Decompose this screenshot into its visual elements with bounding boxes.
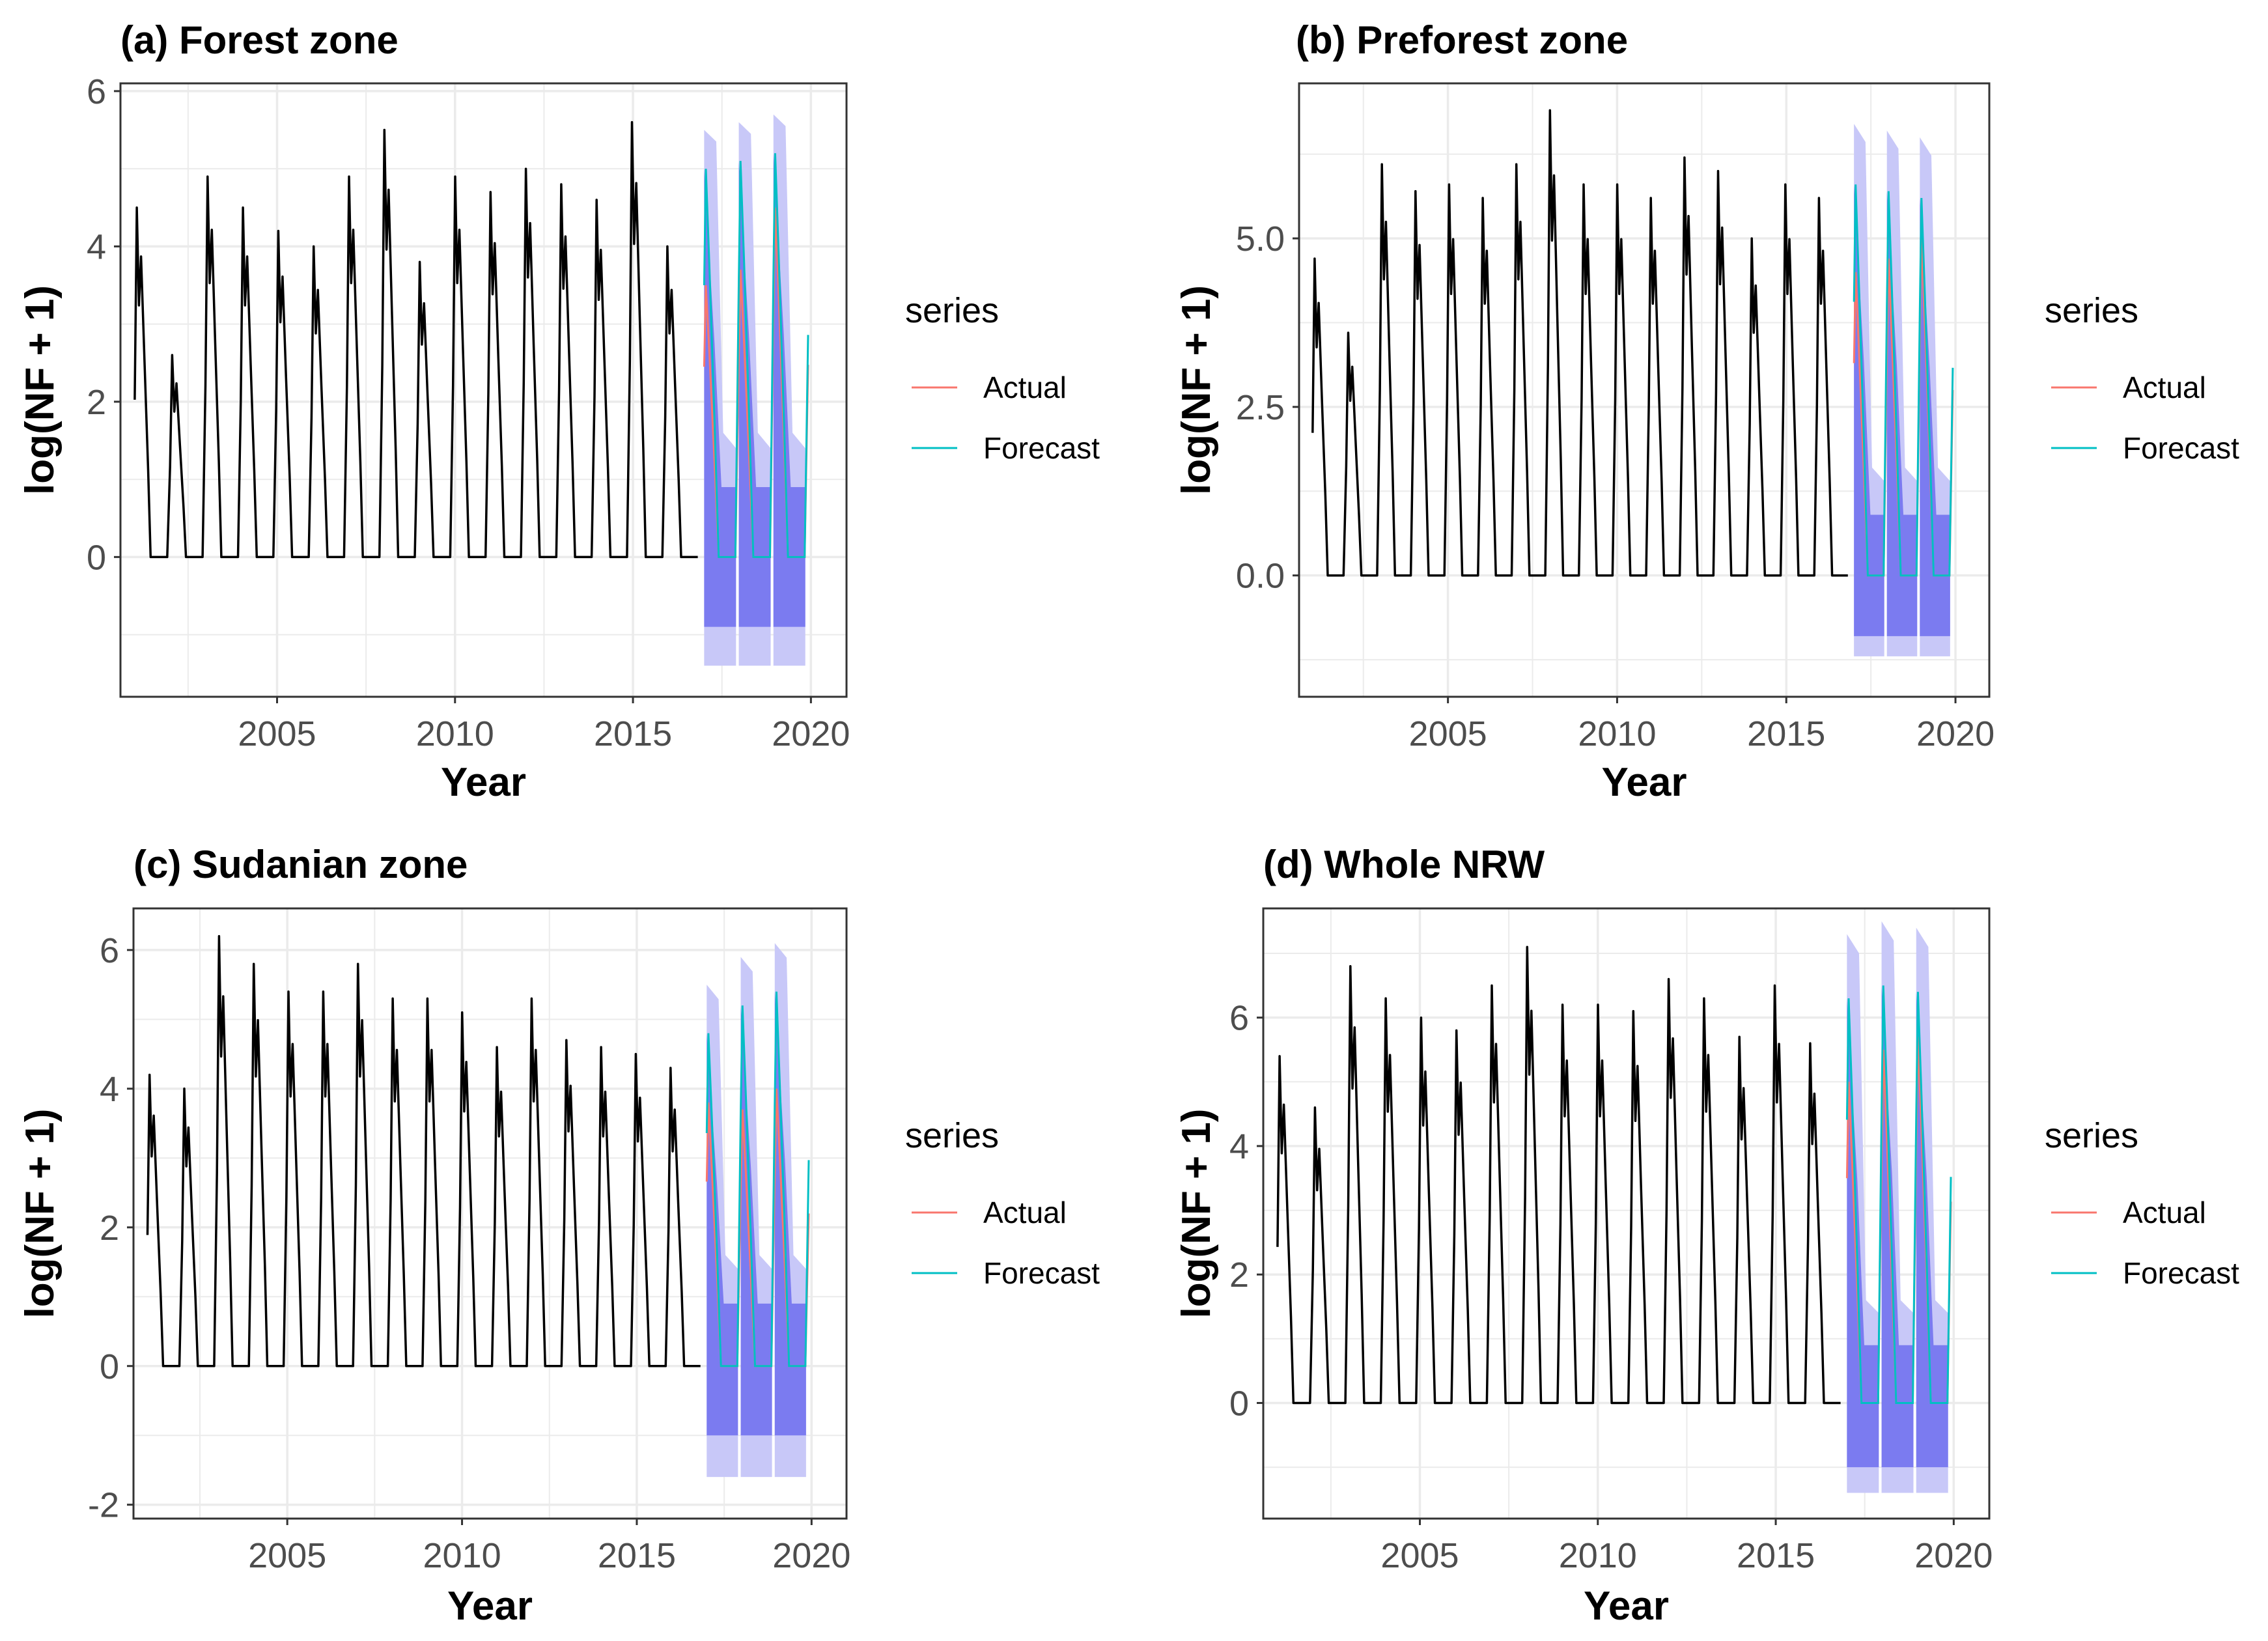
interval-80 xyxy=(773,153,805,627)
interval-80 xyxy=(1886,191,1918,636)
panel-title: (b) Preforest zone xyxy=(1296,18,1628,62)
y-tick-label: 5.0 xyxy=(1236,219,1285,259)
legend-title: series xyxy=(2045,291,2138,330)
panel-border xyxy=(132,907,848,1520)
y-tick-label: 2 xyxy=(87,383,106,422)
x-axis-title: Year xyxy=(1584,1584,1669,1629)
panel-title: (a) Forest zone xyxy=(120,18,399,62)
panel-border xyxy=(1262,907,1991,1520)
interval-80 xyxy=(1881,985,1914,1468)
x-tick-label: 2015 xyxy=(594,714,672,753)
series-forecast xyxy=(703,153,809,558)
panel-border xyxy=(119,82,848,698)
x-tick-label: 2020 xyxy=(772,1536,850,1575)
y-tick-label: 0.0 xyxy=(1236,557,1285,596)
y-axis-title: log(NF + 1) xyxy=(1174,1108,1219,1318)
y-tick-label: 0 xyxy=(87,538,106,577)
panel-4: 2005 2010 2015 2020 0 2 4 6 (d) Whole NRW Year log… xyxy=(1174,843,2239,1629)
x-axis-title: Year xyxy=(1601,760,1687,805)
y-tick-label: 6 xyxy=(100,931,119,970)
x-tick-label: 2020 xyxy=(1916,714,1995,753)
y-tick-label: -2 xyxy=(88,1486,119,1525)
y-tick-label: 2 xyxy=(1229,1255,1249,1295)
legend-label-actual: Actual xyxy=(2123,1196,2206,1229)
interval-80 xyxy=(738,161,771,627)
series-history xyxy=(1311,109,1848,577)
x-tick-label: 2015 xyxy=(1747,714,1825,753)
panel-3: 2005 2010 2015 2020 -2 0 2 4 6 (c) Sudanian zone Y… xyxy=(18,843,1100,1629)
x-tick-label: 2005 xyxy=(238,714,316,753)
legend-title: series xyxy=(905,291,999,330)
y-tick-label: 6 xyxy=(1229,999,1249,1038)
interval-80 xyxy=(1854,184,1884,636)
series-history xyxy=(146,934,701,1368)
legend-label-actual: Actual xyxy=(2123,371,2206,404)
interval-80 xyxy=(774,991,806,1436)
x-axis-title: Year xyxy=(447,1584,533,1629)
legend-label-forecast: Forecast xyxy=(2123,431,2239,465)
x-tick-label: 2005 xyxy=(1409,714,1487,753)
y-tick-label: 4 xyxy=(1229,1127,1249,1166)
series-forecast xyxy=(705,991,810,1368)
x-tick-label: 2005 xyxy=(248,1536,326,1575)
x-tick-label: 2005 xyxy=(1380,1536,1459,1575)
panel-border xyxy=(1298,82,1991,698)
legend: series Actual Forecast xyxy=(2045,1116,2239,1290)
x-axis-title: Year xyxy=(441,760,526,805)
interval-80 xyxy=(707,1033,738,1436)
interval-80 xyxy=(740,1005,772,1436)
legend: series Actual Forecast xyxy=(905,291,1100,465)
y-tick-label: 2.5 xyxy=(1236,388,1285,427)
panel-title: (d) Whole NRW xyxy=(1263,843,1545,886)
y-tick-label: 0 xyxy=(1229,1384,1249,1423)
interval-80 xyxy=(704,169,736,627)
x-tick-label: 2010 xyxy=(1578,714,1656,753)
series-forecast xyxy=(1853,184,1954,577)
legend-label-actual: Actual xyxy=(983,1196,1067,1229)
legend-label-forecast: Forecast xyxy=(2123,1256,2239,1290)
legend: series Actual Forecast xyxy=(905,1116,1100,1290)
series-history xyxy=(133,120,698,559)
y-tick-label: 2 xyxy=(100,1209,119,1248)
interval-80 xyxy=(1920,197,1950,636)
y-axis-title: log(NF + 1) xyxy=(18,285,63,495)
x-tick-label: 2010 xyxy=(1559,1536,1637,1575)
y-axis-title: log(NF + 1) xyxy=(18,1108,63,1318)
interval-80 xyxy=(1916,992,1948,1468)
legend-label-actual: Actual xyxy=(983,371,1067,404)
y-tick-label: 4 xyxy=(87,227,106,266)
interval-80 xyxy=(1847,998,1879,1468)
x-tick-label: 2010 xyxy=(416,714,494,753)
y-tick-label: 0 xyxy=(100,1347,119,1386)
legend-label-forecast: Forecast xyxy=(983,431,1100,465)
x-tick-label: 2015 xyxy=(1737,1536,1815,1575)
panel-2: 2005 2010 2015 2020 0.0 2.5 5.0 (b) Preforest z… xyxy=(1174,18,2239,805)
series-history xyxy=(1276,946,1841,1405)
legend: series Actual Forecast xyxy=(2045,291,2239,465)
legend-label-forecast: Forecast xyxy=(983,1256,1100,1290)
legend-title: series xyxy=(2045,1116,2138,1155)
x-tick-label: 2020 xyxy=(772,714,850,753)
panel-title: (c) Sudanian zone xyxy=(133,843,468,886)
y-tick-label: 4 xyxy=(100,1070,119,1109)
legend-title: series xyxy=(905,1116,999,1155)
series-forecast xyxy=(1845,985,1952,1404)
y-axis-title: log(NF + 1) xyxy=(1174,285,1219,495)
x-tick-label: 2020 xyxy=(1914,1536,1993,1575)
panel-1: 2005 2010 2015 2020 0 2 4 6 (a) Forest zone Year l… xyxy=(18,18,1100,805)
y-tick-label: 6 xyxy=(87,72,106,111)
x-tick-label: 2015 xyxy=(598,1536,676,1575)
x-tick-label: 2010 xyxy=(423,1536,501,1575)
